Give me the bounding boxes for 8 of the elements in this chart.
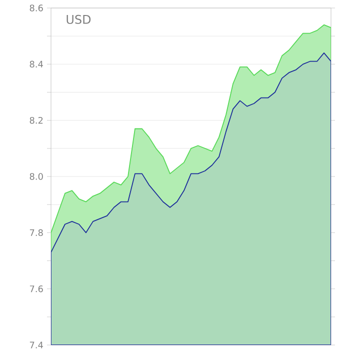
y-tick-label: 7.8 bbox=[30, 229, 43, 236]
y-tick-label: 8.0 bbox=[30, 173, 43, 180]
y-tick-label: 7.4 bbox=[30, 342, 43, 348]
chart-title: USD bbox=[66, 14, 91, 24]
y-tick-label: 8.6 bbox=[30, 4, 43, 12]
y-tick-label: 7.6 bbox=[30, 285, 43, 292]
y-tick-label: 8.2 bbox=[30, 116, 43, 124]
y-tick-label: 8.4 bbox=[30, 60, 43, 68]
